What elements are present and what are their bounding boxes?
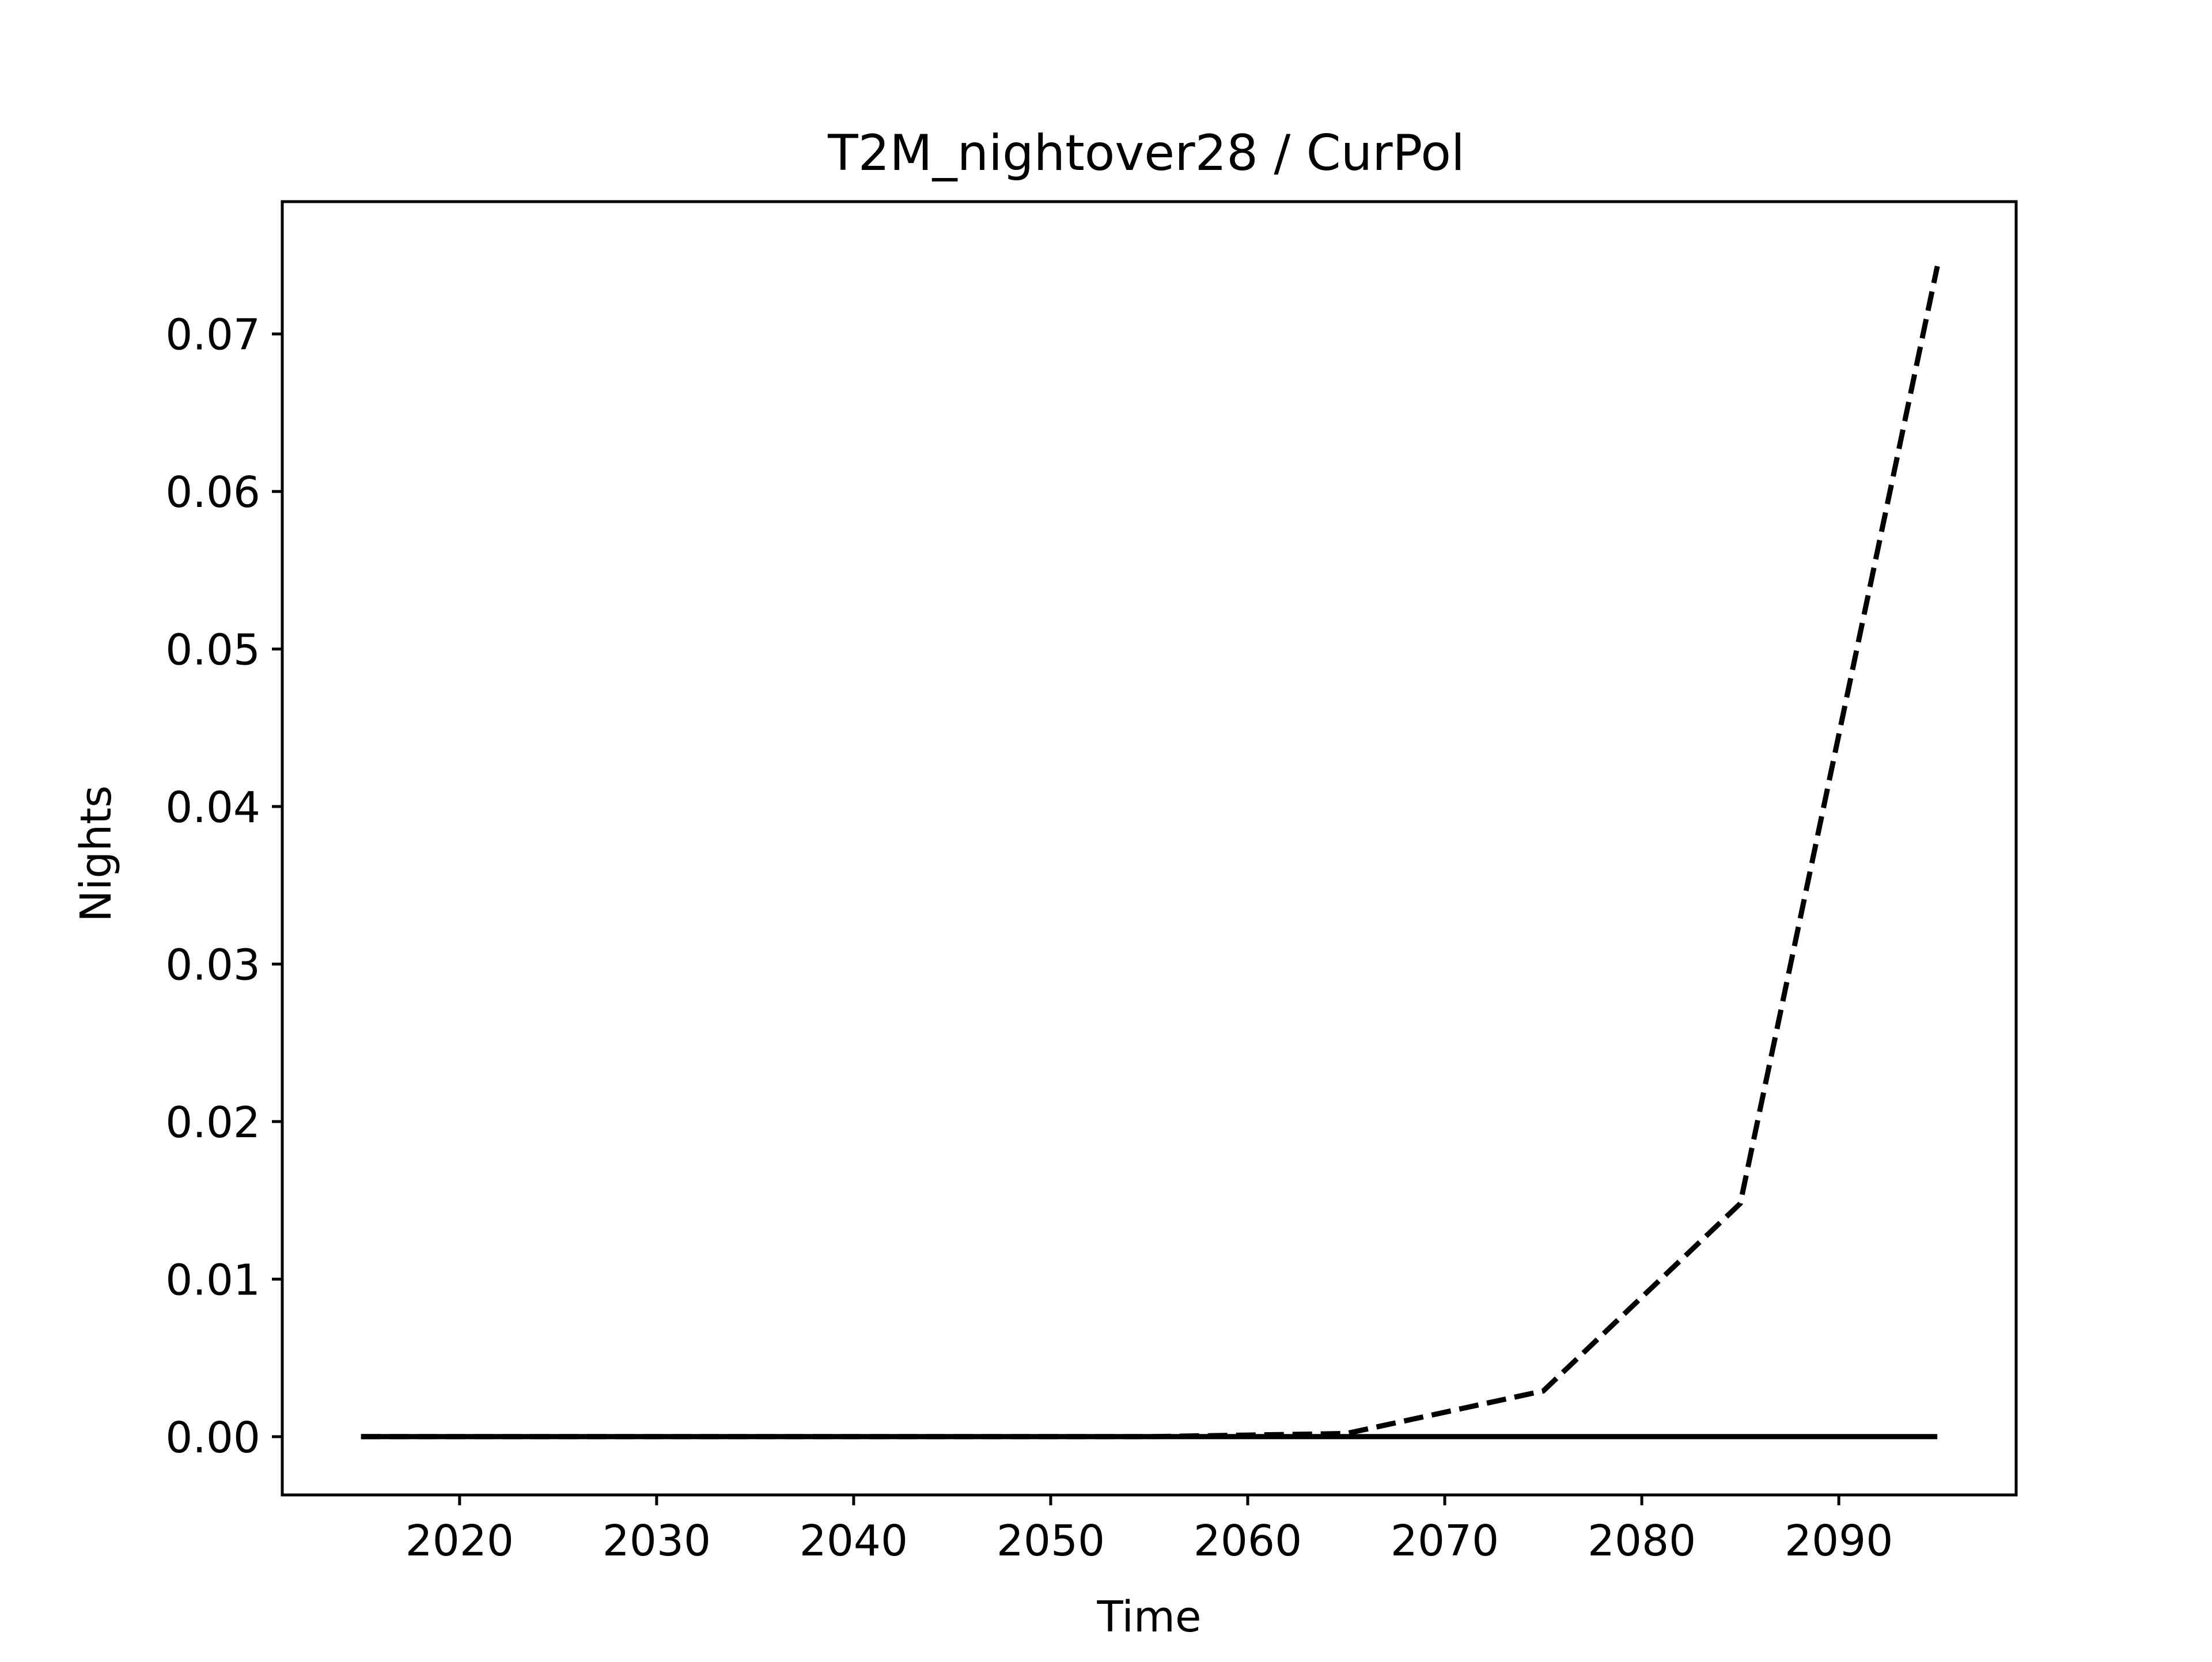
y-axis-label: Nights (71, 785, 121, 922)
y-tick-label: 0.01 (165, 1255, 260, 1305)
x-tick-label: 2040 (800, 1516, 908, 1566)
x-tick-label: 2070 (1391, 1516, 1499, 1566)
x-tick-label: 2090 (1785, 1516, 1893, 1566)
x-axis-label: Time (1096, 1592, 1201, 1642)
chart-title: T2M_nightover28 / CurPol (827, 124, 1465, 182)
y-tick-label: 0.04 (165, 783, 260, 832)
x-tick-label: 2060 (1194, 1516, 1302, 1566)
y-tick-label: 0.03 (165, 940, 260, 990)
y-axis: 0.00 0.01 0.02 0.03 0.04 0.05 0.06 0.07 (165, 311, 282, 1463)
y-tick-label: 0.07 (165, 311, 260, 360)
y-tick-label: 0.05 (165, 626, 260, 675)
x-axis: 2020 2030 2040 2050 2060 2070 2080 2090 (406, 1495, 1893, 1566)
x-tick-label: 2020 (406, 1516, 514, 1566)
x-tick-label: 2050 (997, 1516, 1105, 1566)
y-tick-label: 0.00 (165, 1413, 260, 1463)
y-tick-label: 0.06 (165, 468, 260, 517)
y-tick-label: 0.02 (165, 1098, 260, 1148)
x-tick-label: 2030 (603, 1516, 711, 1566)
plot-area (361, 266, 1940, 1440)
axes-frame (281, 200, 2018, 1497)
x-tick-label: 2080 (1588, 1516, 1696, 1566)
